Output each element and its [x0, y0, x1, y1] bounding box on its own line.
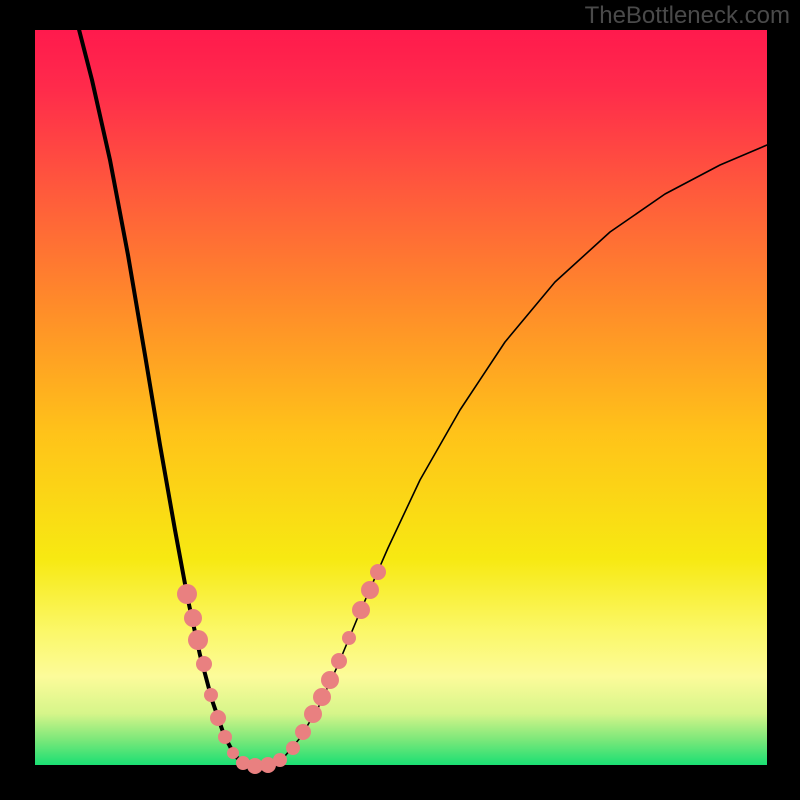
data-point — [321, 671, 339, 689]
curve-left — [75, 14, 258, 766]
watermark-text: TheBottleneck.com — [585, 2, 790, 30]
data-point — [196, 656, 212, 672]
data-point — [177, 584, 197, 604]
data-point — [361, 581, 379, 599]
data-point — [342, 631, 356, 645]
data-point — [188, 630, 208, 650]
data-point — [295, 724, 311, 740]
data-point — [184, 609, 202, 627]
data-point — [304, 705, 322, 723]
data-point — [204, 688, 218, 702]
data-points — [177, 564, 386, 774]
data-point — [227, 747, 239, 759]
data-point — [218, 730, 232, 744]
data-point — [313, 688, 331, 706]
data-point — [273, 753, 287, 767]
data-point — [286, 741, 300, 755]
data-point — [370, 564, 386, 580]
data-point — [352, 601, 370, 619]
data-point — [331, 653, 347, 669]
data-point — [210, 710, 226, 726]
curve-overlay — [0, 0, 800, 800]
chart-container: TheBottleneck.com — [0, 0, 800, 800]
